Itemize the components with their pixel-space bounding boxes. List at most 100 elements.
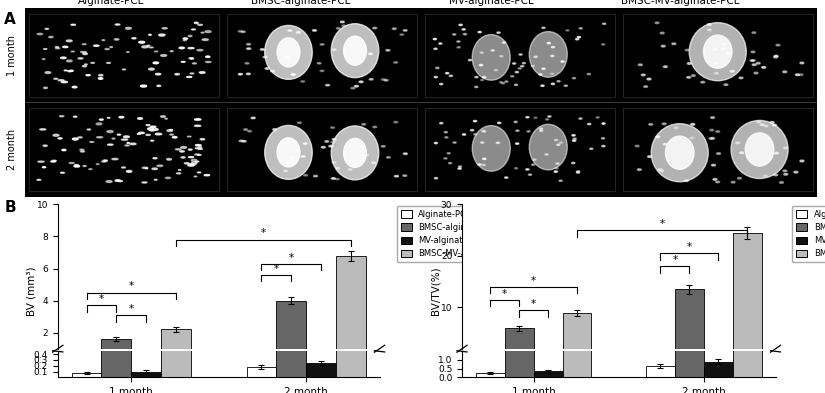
Ellipse shape [576,39,579,40]
Ellipse shape [87,129,91,130]
Ellipse shape [191,159,197,161]
Ellipse shape [52,160,56,161]
Ellipse shape [794,171,798,173]
Bar [336,256,365,365]
Ellipse shape [202,39,209,40]
Ellipse shape [529,174,531,175]
Ellipse shape [714,49,718,50]
Ellipse shape [187,136,191,137]
Ellipse shape [602,145,605,147]
Ellipse shape [519,54,522,55]
Ellipse shape [124,136,130,138]
Ellipse shape [776,44,780,46]
Ellipse shape [550,73,554,74]
Ellipse shape [434,142,437,144]
Ellipse shape [146,125,150,126]
Ellipse shape [150,126,156,128]
Ellipse shape [392,28,396,29]
Ellipse shape [322,147,325,148]
Ellipse shape [117,134,120,135]
Ellipse shape [530,124,568,170]
Ellipse shape [107,130,113,132]
Bar [623,108,813,191]
Ellipse shape [784,147,788,149]
Ellipse shape [49,37,53,38]
Ellipse shape [480,79,483,81]
Bar [675,144,704,377]
Ellipse shape [304,174,308,176]
Ellipse shape [403,29,407,31]
Ellipse shape [651,124,708,182]
Ellipse shape [512,63,516,64]
Ellipse shape [148,47,153,48]
Ellipse shape [515,167,518,169]
Ellipse shape [459,24,462,26]
Ellipse shape [298,122,301,123]
Ellipse shape [132,38,136,39]
Ellipse shape [156,73,161,75]
Ellipse shape [351,87,355,89]
Ellipse shape [710,117,714,118]
Ellipse shape [42,59,45,60]
Ellipse shape [534,56,537,57]
Ellipse shape [189,58,192,59]
Ellipse shape [277,138,300,167]
Ellipse shape [197,154,201,155]
Ellipse shape [439,43,442,44]
Ellipse shape [662,45,665,47]
Ellipse shape [261,49,264,50]
Text: MV-alginate-PCL: MV-alginate-PCL [449,0,533,6]
Ellipse shape [263,56,267,58]
Ellipse shape [557,144,560,145]
Bar [505,274,534,377]
Ellipse shape [265,68,269,69]
Ellipse shape [287,161,291,163]
Ellipse shape [444,132,447,133]
Ellipse shape [348,169,352,170]
Ellipse shape [66,40,72,42]
Ellipse shape [167,158,172,160]
Ellipse shape [153,62,158,64]
Ellipse shape [474,120,477,122]
Ellipse shape [78,137,82,138]
Ellipse shape [320,44,324,45]
Text: B: B [4,200,16,215]
Ellipse shape [105,48,109,50]
Ellipse shape [148,68,154,70]
Ellipse shape [559,142,563,143]
Ellipse shape [713,178,717,180]
Ellipse shape [295,150,299,151]
Text: 2 month: 2 month [7,129,17,170]
Ellipse shape [386,156,390,158]
Ellipse shape [55,48,59,49]
Ellipse shape [142,46,148,48]
Ellipse shape [590,148,593,149]
Ellipse shape [165,118,167,119]
Bar [534,371,563,377]
Ellipse shape [81,51,87,53]
Ellipse shape [551,83,554,84]
Ellipse shape [188,48,194,49]
Ellipse shape [658,169,662,171]
Ellipse shape [731,181,735,183]
Ellipse shape [551,46,554,48]
Text: *: * [502,288,507,299]
Ellipse shape [63,46,68,48]
Ellipse shape [336,167,340,169]
Text: BMSC-alginate-PCL: BMSC-alginate-PCL [252,0,351,6]
Ellipse shape [139,41,144,43]
Ellipse shape [482,130,484,131]
Ellipse shape [341,21,344,23]
Ellipse shape [45,72,51,73]
Ellipse shape [714,72,719,74]
Ellipse shape [531,65,535,67]
Ellipse shape [500,55,503,57]
Ellipse shape [157,165,163,167]
Ellipse shape [386,50,390,51]
Ellipse shape [61,57,66,59]
Ellipse shape [760,124,764,125]
Ellipse shape [149,129,154,131]
Ellipse shape [458,168,461,169]
Ellipse shape [384,79,388,81]
Ellipse shape [191,58,194,59]
